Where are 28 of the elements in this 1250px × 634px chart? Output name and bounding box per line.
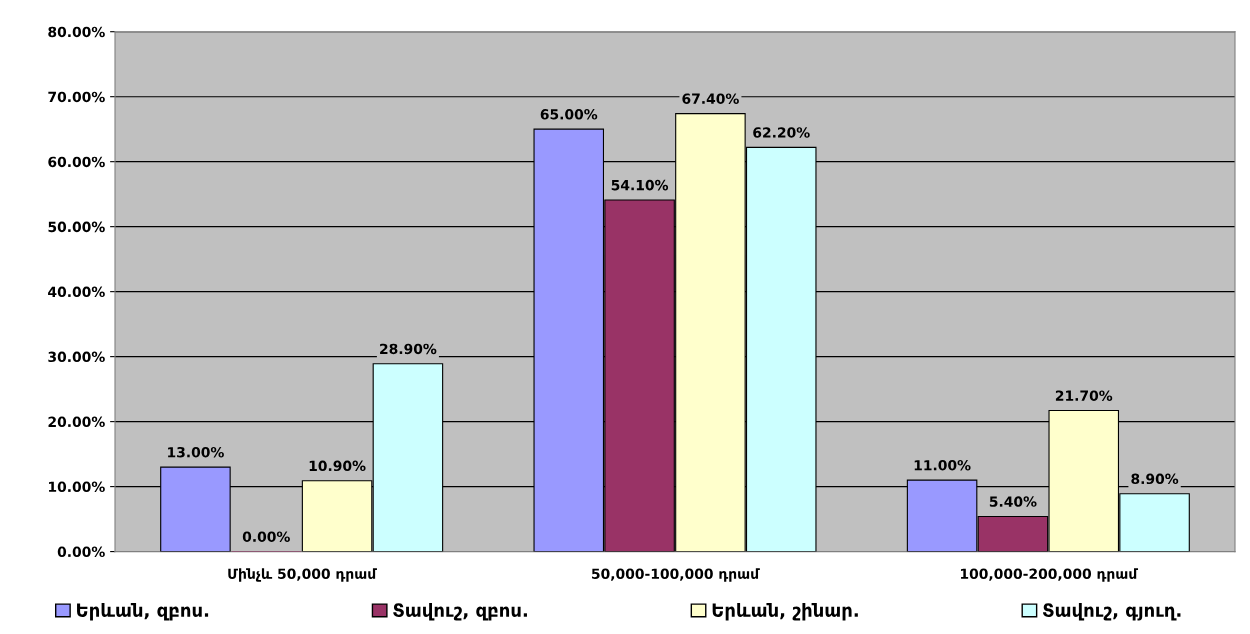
y-tick-label: 40.00% [48,286,105,298]
data-label: 65.00% [540,109,598,120]
legend-label: Տավուշ, զբոս. [393,602,527,621]
y-tick-label: 10.00% [49,481,105,493]
data-label: 0.00% [242,531,290,542]
data-label: 11.00% [914,459,971,471]
data-label: 21.70% [1055,390,1113,401]
data-label: 10.90% [309,460,366,472]
data-label: 28.90% [380,343,437,355]
x-tick-label: 100,000-200,000 դրամ [960,568,1139,582]
x-tick-label: Մինչև 50,000 դրամ [228,568,377,582]
data-label: 62.20% [753,127,810,138]
y-tick-label: 70.00% [48,91,105,103]
y-tick-label: 60.00% [48,156,105,168]
data-label: 67.40% [682,93,739,104]
y-tick-label: 80.00% [48,26,105,38]
y-tick-label: 0.00% [57,546,105,558]
y-tick-label: 30.00% [48,351,105,363]
data-label: 5.40% [989,496,1037,507]
legend-label: Երևան, զբոս. [77,602,209,621]
legend-label: Երևան, շինար. [712,602,858,621]
x-tick-label: 50,000-100,000 դրամ [591,568,760,582]
y-tick-label: 20.00% [48,416,105,428]
legend-label: Տավուշ, գյուղ. [1043,602,1181,621]
data-label: 54.10% [611,179,669,191]
y-tick-label: 50.00% [48,221,105,233]
data-label: 13.00% [168,446,224,458]
data-label: 8.90% [1131,473,1179,485]
